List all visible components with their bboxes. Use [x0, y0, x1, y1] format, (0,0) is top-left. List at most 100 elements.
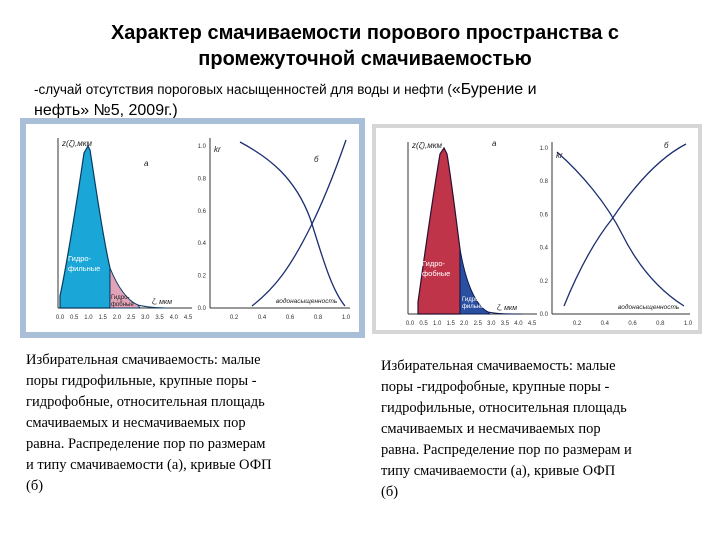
tick-label: 2.5	[127, 315, 136, 321]
tick-label: 3.5	[501, 321, 510, 327]
panel-a-label-right: а	[492, 139, 497, 148]
subtitle-line-2: нефть» №5, 2009г.)	[34, 102, 178, 119]
caption-left-line: равна. Распределение пор по размерам	[26, 436, 266, 452]
tick-label: 4.5	[184, 315, 193, 321]
caption-right: Избирательная смачиваемость: малые поры …	[381, 356, 701, 503]
figure-right-svg: z(ζ),мкм а Гидро- фобные Гидро- фильные …	[372, 124, 702, 334]
hydrophobic-area-right	[417, 146, 461, 315]
tick-label: 2.0	[113, 315, 122, 321]
xlabel-a-left: ζ, мкм	[152, 299, 172, 306]
region2-line1-right: Гидро-	[462, 297, 480, 303]
tick-label: 0.4	[258, 315, 267, 321]
subtitle: -случай отсутствия пороговых насыщенност…	[34, 79, 694, 121]
tick-label: 0.0	[198, 306, 207, 312]
tick-label: 0.8	[540, 179, 549, 185]
caption-left: Избирательная смачиваемость: малые поры …	[26, 350, 346, 497]
caption-right-line: Избирательная смачиваемость: малые	[381, 358, 616, 374]
tick-label: 4.5	[528, 321, 537, 327]
tick-label: 0.0	[540, 312, 549, 318]
yticks-b-right: 1.0 0.8 0.6 0.4 0.2 0.0	[540, 146, 549, 318]
tick-label: 4.0	[170, 315, 179, 321]
xticks-b-right: 0.2 0.4 0.6 0.8 1.0	[573, 321, 693, 327]
xlabel-b-right: водонасыщенность	[618, 303, 680, 311]
tick-label: 3.5	[155, 315, 164, 321]
xticks-a-left: 0.0 0.5 1.0 1.5 2.0 2.5 3.0 3.5 4.0 4.5	[56, 315, 193, 321]
region1-line1-right: Гидро-	[422, 259, 446, 268]
caption-right-line: типу смачиваемости (а), кривые ОФП	[381, 463, 616, 479]
tick-label: 0.2	[540, 279, 549, 285]
caption-left-line: Избирательная смачиваемость: малые	[26, 352, 261, 368]
page-title: Характер смачиваемости порового простран…	[30, 20, 700, 72]
tick-label: 0.0	[406, 321, 415, 327]
kr-label-right: kr	[556, 151, 563, 160]
panel-b-label-right: б	[664, 141, 669, 150]
title-line-1: Характер смачиваемости порового простран…	[110, 22, 620, 44]
tick-label: 1.5	[98, 315, 107, 321]
tick-label: 0.4	[540, 246, 549, 252]
subtitle-source: «Бурение и	[451, 81, 537, 98]
caption-left-line: смачиваемых и несмачиваемых пор	[26, 415, 246, 431]
tick-label: 1.0	[198, 144, 207, 150]
hydrophilic-area-right	[459, 248, 492, 315]
caption-left-line: и типу смачиваемости (а), кривые ОФП	[26, 457, 272, 473]
caption-right-line: гидрофильные, относительная площадь	[381, 400, 627, 416]
ylabel-a-right: z(ζ),мкм	[411, 141, 443, 150]
tick-label: 0.6	[628, 321, 637, 327]
tick-label: 0.8	[198, 176, 207, 182]
region2-line2-left: фобные	[111, 302, 134, 308]
kr-water-curve-left	[251, 139, 347, 307]
region1-line1-left: Гидро-	[68, 254, 92, 263]
tail-curve-right	[487, 311, 523, 315]
tick-label: 0.6	[198, 209, 207, 215]
region2-line2-right: фильные	[462, 304, 489, 310]
tick-label: 0.5	[419, 321, 428, 327]
tick-label: 1.0	[540, 146, 549, 152]
tick-label: 0.5	[70, 315, 79, 321]
tick-label: 1.0	[433, 321, 442, 327]
region2-line1-left: Гидро-	[111, 295, 129, 301]
ylabel-a-left: z(ζ),мкм	[61, 139, 93, 148]
kr-water-curve-right	[563, 143, 687, 307]
caption-left-line: (б)	[26, 478, 44, 494]
caption-left-line: гидрофобные, относительная площадь	[26, 394, 265, 410]
tick-label: 0.8	[656, 321, 665, 327]
kr-oil-curve-right	[556, 151, 685, 307]
xticks-a-right: 0.0 0.5 1.0 1.5 2.0 2.5 3.0 3.5 4.0 4.5	[406, 321, 537, 327]
tick-label: 0.2	[573, 321, 582, 327]
hydrophobic-area-left	[109, 267, 141, 309]
kr-label-left: kr	[214, 145, 221, 154]
caption-right-line: равна. Распределение пор по размерам и	[381, 442, 632, 458]
caption-right-line: смачиваемых и несмачиваемых пор	[381, 421, 601, 437]
yticks-b-left: 1.0 0.8 0.6 0.4 0.2 0.0	[198, 144, 207, 312]
tick-label: 0.2	[198, 274, 207, 280]
region1-line2-right: фобные	[422, 269, 450, 278]
subtitle-text: -случай отсутствия пороговых насыщенност…	[34, 82, 452, 97]
panel-b-label-left: б	[314, 155, 319, 164]
figure-left: z(ζ),мкм а Гидро- фильные Гидро- фобные …	[20, 118, 365, 338]
figure-right: z(ζ),мкм а Гидро- фобные Гидро- фильные …	[372, 124, 702, 334]
tick-label: 0.4	[198, 241, 207, 247]
kr-oil-curve-left	[239, 141, 346, 307]
tick-label: 0.4	[601, 321, 610, 327]
xlabel-a-right: ζ, мкм	[497, 305, 517, 312]
caption-right-line: поры -гидрофобные, крупные поры -	[381, 379, 610, 395]
tick-label: 1.0	[684, 321, 693, 327]
tick-label: 0.6	[286, 315, 295, 321]
caption-left-line: поры гидрофильные, крупные поры -	[26, 373, 257, 389]
caption-right-line: (б)	[381, 484, 399, 500]
tick-label: 1.0	[84, 315, 93, 321]
figure-left-svg: z(ζ),мкм а Гидро- фильные Гидро- фобные …	[20, 118, 365, 338]
title-line-2: промежуточной смачиваемостью	[198, 48, 532, 70]
tick-label: 1.0	[342, 315, 351, 321]
tick-label: 3.0	[487, 321, 496, 327]
panel-a-label-left: а	[144, 159, 149, 168]
xlabel-b-left: водонасыщенность	[276, 297, 338, 305]
tail-curve-left	[137, 304, 171, 309]
tick-label: 0.0	[56, 315, 65, 321]
tick-label: 0.2	[230, 315, 239, 321]
hydrophilic-area-left	[59, 144, 111, 309]
tick-label: 1.5	[446, 321, 455, 327]
tick-label: 3.0	[141, 315, 150, 321]
tick-label: 2.5	[474, 321, 483, 327]
tick-label: 4.0	[514, 321, 523, 327]
